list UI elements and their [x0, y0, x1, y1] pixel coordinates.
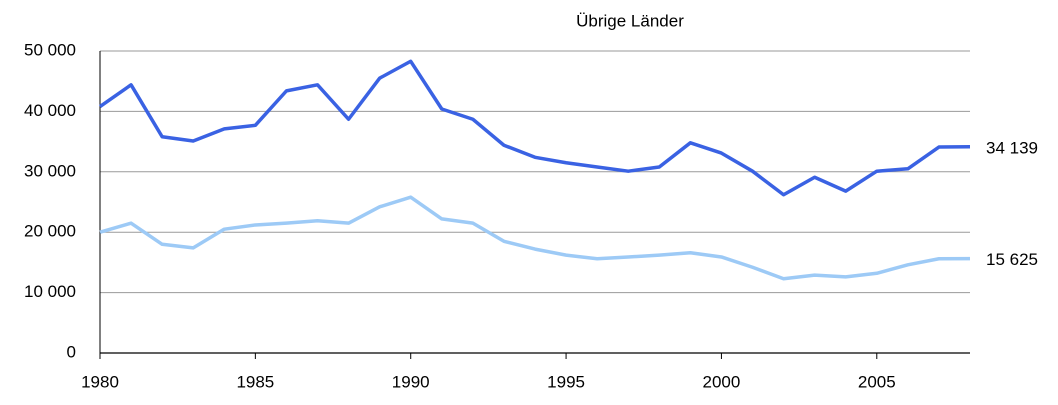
x-tick-label: 2005 — [858, 372, 896, 391]
series-line — [98, 59, 971, 197]
x-tick-label: 1995 — [547, 372, 585, 391]
data-label: 34 139 — [986, 138, 1038, 157]
x-tick-label: 1990 — [392, 372, 430, 391]
y-tick-label: 20 000 — [24, 222, 76, 241]
y-tick-label: 0 — [67, 342, 76, 361]
x-tick-label: 1980 — [81, 372, 119, 391]
y-tick-label: 50 000 — [24, 40, 76, 59]
x-tick-label: 1985 — [236, 372, 274, 391]
y-tick-label: 40 000 — [24, 101, 76, 120]
y-tick-label: 30 000 — [24, 161, 76, 180]
y-tick-label: 10 000 — [24, 282, 76, 301]
chart-title: Übrige Länder — [576, 11, 684, 30]
series-line — [99, 195, 971, 281]
data-label: 15 625 — [986, 250, 1038, 269]
x-tick-label: 2000 — [703, 372, 741, 391]
